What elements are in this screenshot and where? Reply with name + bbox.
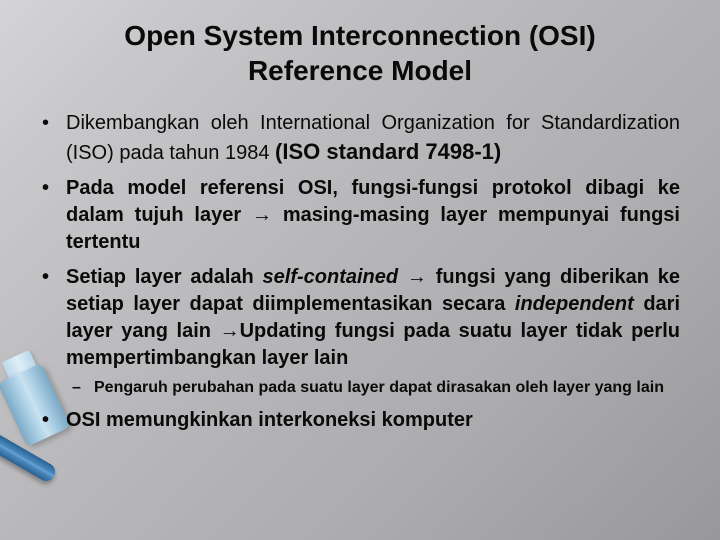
title-line-1: Open System Interconnection (OSI) (124, 20, 595, 51)
b3-text-2 (398, 266, 407, 288)
title-line-2: Reference Model (248, 55, 472, 86)
arrow-icon: → (252, 204, 272, 226)
b3-text-1: Setiap layer adalah (66, 266, 263, 288)
bullet-list: Dikembangkan oleh International Organiza… (40, 110, 680, 434)
b3-sub-text: Pengaruh perubahan pada suatu layer dapa… (94, 379, 664, 396)
slide-content: Open System Interconnection (OSI) Refere… (0, 0, 720, 434)
b4-text: OSI memungkinkan interkoneksi komputer (66, 409, 473, 431)
bullet-2: Pada model referensi OSI, fungsi-fungsi … (66, 175, 680, 256)
arrow-icon: → (407, 266, 427, 288)
bullet-4: OSI memungkinkan interkoneksi komputer (66, 407, 680, 434)
arrow-icon: → (220, 320, 240, 342)
bullet-3-sub-1: Pengaruh perubahan pada suatu layer dapa… (94, 378, 680, 399)
bullet-3: Setiap layer adalah self-contained → fun… (66, 264, 680, 399)
sub-bullet-list: Pengaruh perubahan pada suatu layer dapa… (66, 378, 680, 399)
b3-italic-1: self-contained (263, 266, 399, 288)
bullet-1: Dikembangkan oleh International Organiza… (66, 110, 680, 167)
slide-title: Open System Interconnection (OSI) Refere… (40, 18, 680, 88)
b3-italic-2: independent (515, 293, 634, 315)
b1-emphasis: (ISO standard 7498-1) (275, 139, 501, 164)
